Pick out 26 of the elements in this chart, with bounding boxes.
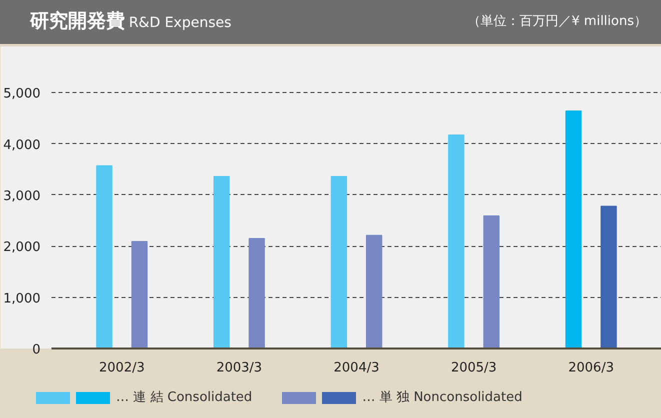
bar [483, 215, 500, 348]
y-tick-label: 1,000 [3, 291, 40, 306]
x-tick-label: 2005/3 [450, 360, 497, 376]
y-tick-label: 5,000 [3, 86, 40, 102]
x-tick-label: 2004/3 [334, 360, 380, 376]
bar [366, 234, 382, 348]
bar [448, 134, 464, 348]
bar [248, 238, 265, 348]
x-tick-label: 2003/3 [216, 360, 262, 376]
y-tick-label: 3,000 [3, 188, 40, 204]
text: （単位：百万円／¥ millions） [468, 12, 647, 31]
y-tick-label: 4,000 [3, 138, 40, 153]
y-tick-label: 0 [32, 342, 41, 358]
x-tick-label: 2002/3 [99, 360, 145, 376]
legend-label: … 連 結 Consolidated [116, 388, 252, 407]
bar [600, 206, 617, 348]
chart-title: 研究開発費 [30, 10, 125, 32]
bar [96, 165, 112, 348]
chart-subtitle: R&D Expenses [128, 15, 232, 32]
bar [565, 110, 582, 348]
bar [330, 176, 348, 348]
x-tick-label: 2006/3 [568, 360, 614, 376]
y-tick-label: 2,000 [3, 240, 40, 256]
bar [131, 241, 148, 348]
bar [213, 176, 230, 348]
legend-label: … 単 独 Nonconsolidated [362, 388, 522, 407]
